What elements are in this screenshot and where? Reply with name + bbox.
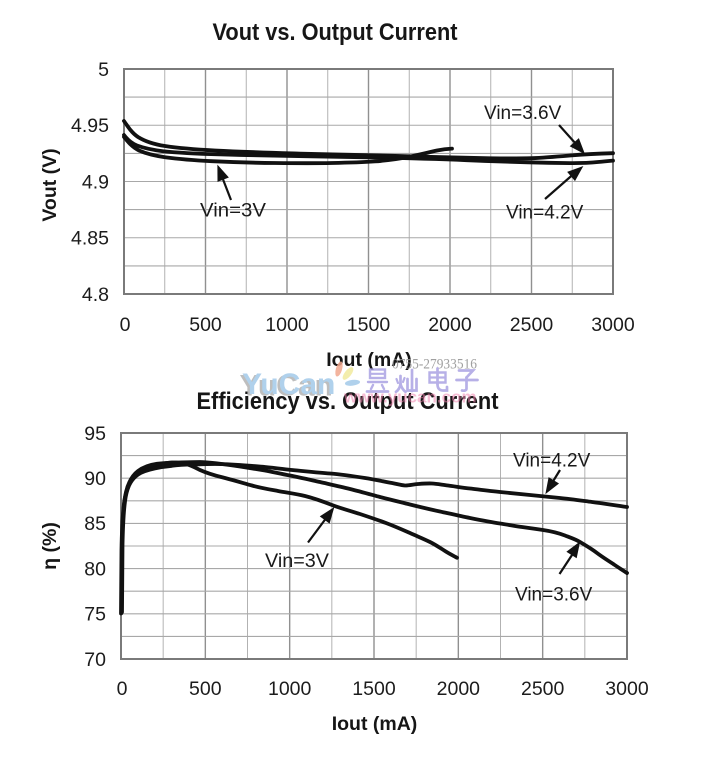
svg-text:1500: 1500 — [352, 678, 396, 700]
svg-text:5: 5 — [98, 59, 109, 81]
svg-text:4.8: 4.8 — [82, 284, 109, 306]
svg-text:2500: 2500 — [510, 314, 554, 336]
svg-text:Vin=3V: Vin=3V — [200, 201, 266, 222]
svg-text:0: 0 — [117, 678, 128, 700]
svg-text:1000: 1000 — [265, 314, 309, 336]
svg-text:Iout (mA): Iout (mA) — [332, 713, 418, 735]
svg-text:4.85: 4.85 — [71, 228, 109, 250]
svg-text:75: 75 — [84, 604, 106, 626]
svg-text:2000: 2000 — [428, 314, 472, 336]
svg-text:85: 85 — [84, 513, 106, 535]
svg-text:Vin=3.6V: Vin=3.6V — [515, 585, 593, 606]
svg-text:3000: 3000 — [591, 314, 635, 336]
svg-text:500: 500 — [189, 678, 222, 700]
svg-text:0755-27933516: 0755-27933516 — [392, 357, 477, 373]
svg-text:YuCan: YuCan — [240, 370, 333, 403]
svg-text:Iout (mA): Iout (mA) — [326, 349, 412, 371]
svg-text:Vin=4.2V: Vin=4.2V — [506, 203, 584, 224]
svg-text:Vin=3.6V: Vin=3.6V — [484, 103, 562, 124]
svg-text:500: 500 — [189, 314, 222, 336]
svg-text:90: 90 — [84, 468, 106, 490]
svg-text:70: 70 — [84, 649, 106, 671]
svg-text:Vout vs. Output Current: Vout vs. Output Current — [213, 19, 458, 46]
svg-text:Efficiency vs. Output Current: Efficiency vs. Output Current — [197, 388, 499, 415]
svg-text:YuCan: YuCan — [242, 368, 335, 401]
svg-text:3000: 3000 — [605, 678, 649, 700]
svg-text:η (%): η (%) — [39, 522, 61, 570]
svg-text:95: 95 — [84, 423, 106, 445]
svg-text:1000: 1000 — [268, 678, 312, 700]
svg-text:Vout (V): Vout (V) — [39, 148, 61, 221]
svg-text:1500: 1500 — [347, 314, 391, 336]
svg-text:Vin=4.2V: Vin=4.2V — [513, 451, 591, 472]
svg-text:Vin=3V: Vin=3V — [265, 551, 329, 572]
svg-text:4.95: 4.95 — [71, 115, 109, 137]
svg-text:0: 0 — [120, 314, 131, 336]
svg-text:80: 80 — [84, 558, 106, 580]
svg-text:2000: 2000 — [437, 678, 481, 700]
svg-text:4.9: 4.9 — [82, 171, 109, 193]
svg-text:2500: 2500 — [521, 678, 565, 700]
